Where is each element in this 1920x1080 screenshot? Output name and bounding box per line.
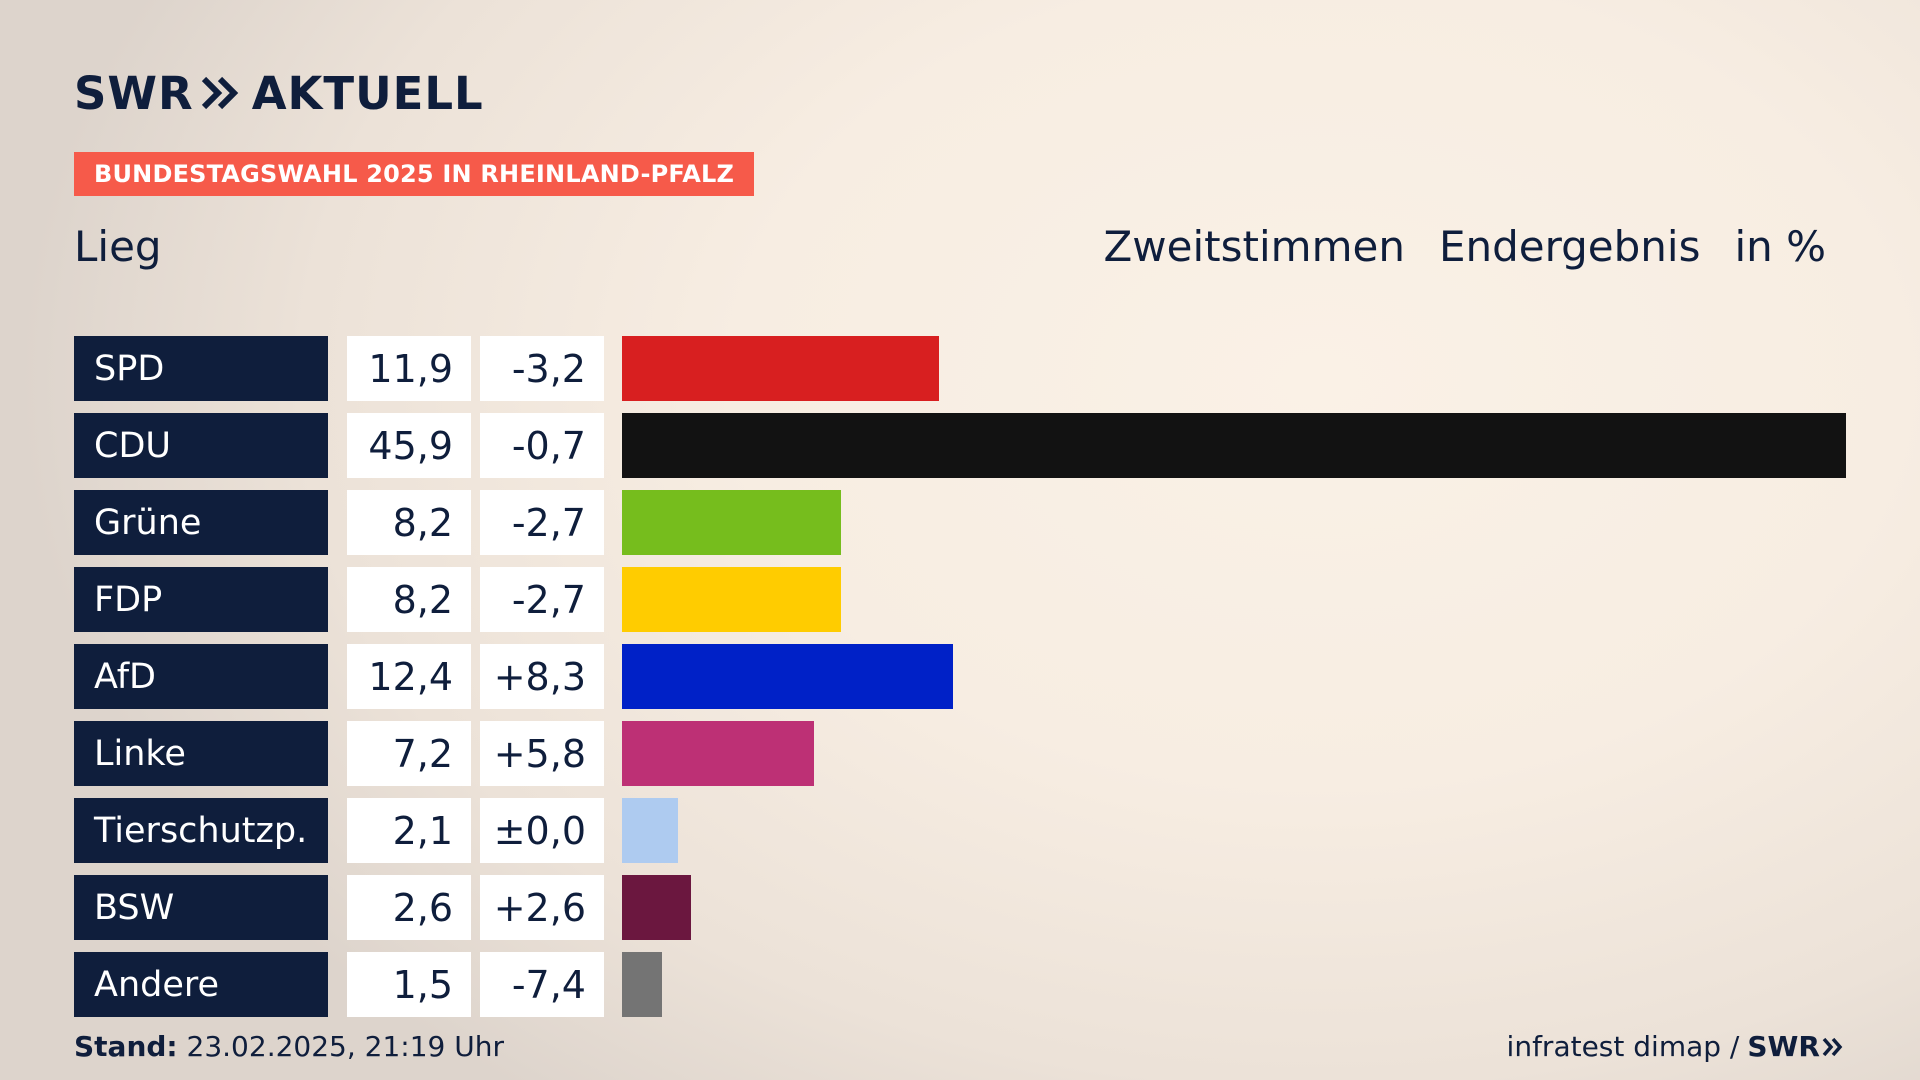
swr-small-text: SWR [1747,1030,1820,1063]
result-bar [622,875,691,940]
result-row: SPD 11,9 -3,2 [74,336,1846,401]
vote-share-change: -2,7 [480,567,604,632]
result-bar [622,798,678,863]
result-bar [622,644,953,709]
result-row: AfD 12,4 +8,3 [74,644,1846,709]
vote-share-change: -2,7 [480,490,604,555]
result-bar [622,567,841,632]
result-row: Linke 7,2 +5,8 [74,721,1846,786]
vote-share-value: 1,5 [347,952,471,1017]
result-row: FDP 8,2 -2,7 [74,567,1846,632]
subtitle-left: Lieg [74,222,162,271]
small-chevron-icon [1822,1037,1843,1056]
result-row: Tierschutzp. 2,1 ±0,0 [74,798,1846,863]
timestamp: Stand: 23.02.2025, 21:19 Uhr [74,1030,504,1063]
vote-share-change: -7,4 [480,952,604,1017]
source-text: infratest dimap / [1506,1030,1740,1063]
party-label: SPD [74,336,328,401]
vote-share-value: 11,9 [347,336,471,401]
stand-label: Stand: [74,1030,178,1063]
logo-swr-text: SWR [74,66,194,120]
party-label: Tierschutzp. [74,798,328,863]
party-label: FDP [74,567,328,632]
vote-share-value: 12,4 [347,644,471,709]
result-bar [622,490,841,555]
double-chevron-icon [200,76,240,110]
party-label: Grüne [74,490,328,555]
logo-aktuell-text: AKTUELL [251,66,484,120]
vote-share-change: -0,7 [480,413,604,478]
party-label: CDU [74,413,328,478]
vote-share-change: +8,3 [480,644,604,709]
vote-share-change: +2,6 [480,875,604,940]
vote-share-value: 7,2 [347,721,471,786]
vote-share-value: 45,9 [347,413,471,478]
vote-share-value: 2,6 [347,875,471,940]
result-row: Andere 1,5 -7,4 [74,952,1846,1017]
result-row: CDU 45,9 -0,7 [74,413,1846,478]
party-label: BSW [74,875,328,940]
result-bar [622,413,1846,478]
swr-aktuell-logo: SWR AKTUELL [74,66,484,120]
vote-share-value: 8,2 [347,567,471,632]
subtitle-unit: in % [1734,222,1826,271]
vote-share-value: 8,2 [347,490,471,555]
party-label: AfD [74,644,328,709]
source-credit: infratest dimap / SWR [1507,1030,1844,1063]
result-bar [622,336,939,401]
party-label: Andere [74,952,328,1017]
vote-share-value: 2,1 [347,798,471,863]
vote-share-change: ±0,0 [480,798,604,863]
result-bar [622,952,662,1017]
vote-share-change: +5,8 [480,721,604,786]
subtitle-endergebnis: Endergebnis [1438,222,1701,271]
party-label: Linke [74,721,328,786]
result-row: BSW 2,6 +2,6 [74,875,1846,940]
result-row: Grüne 8,2 -2,7 [74,490,1846,555]
stand-value: 23.02.2025, 21:19 Uhr [186,1030,504,1063]
subtitle-right: Zweitstimmen Endergebnis in % [1104,222,1826,271]
swr-small-logo: SWR [1747,1030,1844,1063]
subtitle-zweitstimmen: Zweitstimmen [1103,222,1405,271]
result-bar [622,721,814,786]
vote-share-change: -3,2 [480,336,604,401]
election-badge: BUNDESTAGSWAHL 2025 IN RHEINLAND-PFALZ [74,152,755,196]
